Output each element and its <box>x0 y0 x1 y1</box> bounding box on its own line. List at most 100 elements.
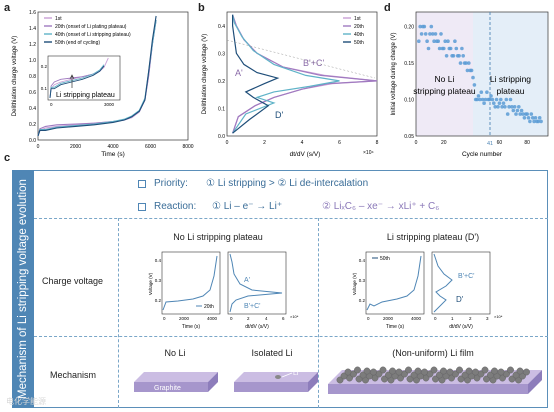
panel-b-ytick: 0.0 <box>218 134 225 140</box>
panel-b-xtick: 0 <box>226 140 229 146</box>
mini-right-voltage-curve <box>366 255 422 311</box>
panel-d-point <box>514 112 518 116</box>
panel-a-xtick: 6000 <box>145 144 156 150</box>
panel-d-point <box>471 75 475 80</box>
isolated-li-particle <box>275 375 281 379</box>
right-region-label-1: Li stripping <box>490 74 531 84</box>
panel-b-ytick: 0.3 <box>218 51 225 57</box>
mini-right-xtick1-1: 2000 <box>383 316 394 321</box>
li-film-particle <box>523 368 530 376</box>
panel-d-point <box>482 101 486 105</box>
mini-right-ytick-2: 0.4 <box>359 258 366 263</box>
panel-d-point <box>483 97 488 102</box>
li-film-particle <box>421 368 428 376</box>
panel-d-point <box>448 46 453 51</box>
annotation-a-prime: A' <box>235 68 243 78</box>
panel-d-point <box>522 116 527 120</box>
panel-d-point <box>526 116 531 120</box>
panel-d-point <box>457 54 461 58</box>
panel-d-point <box>437 46 442 51</box>
panel-b-legend-entry: 40th <box>354 32 364 38</box>
panel-d-point <box>451 54 456 58</box>
panel-d-point <box>525 112 529 116</box>
panel-d-point <box>517 105 521 109</box>
panel-d-point <box>511 108 516 113</box>
panel-d-point <box>533 116 538 120</box>
li-film-particle <box>440 367 447 375</box>
panel-d-point <box>478 97 482 102</box>
mech-label-isolated: Isolated Li <box>251 348 293 358</box>
panel-d-xtick: 80 <box>524 140 530 146</box>
panel-d-ytick: 0.20 <box>404 25 414 31</box>
panel-d-point <box>510 105 514 109</box>
panel-d-point <box>460 46 464 51</box>
panel-d-point <box>494 97 499 102</box>
panel-a-xlabel: Time (s) <box>101 151 125 158</box>
mini-right-xlabel1: Time (s) <box>386 324 404 330</box>
priority-text: ① Li stripping > ② Li de-intercalation <box>206 178 369 189</box>
inset-xtick-0: 0 <box>50 102 53 107</box>
panel-d-point <box>432 39 436 43</box>
panel-d-point <box>537 116 542 120</box>
panel-d-point <box>444 54 449 58</box>
li-film-particle <box>507 366 514 374</box>
mini-chart-left: Voltage (V) 0.2 0.3 0.4 0 2000 4000 Time… <box>148 251 299 330</box>
li-film-particle <box>491 367 498 375</box>
panel-b-xtick: 4 <box>301 140 304 146</box>
col-header-right: Li stripping plateau (D') <box>386 232 480 242</box>
li-film-particle <box>370 368 377 376</box>
panel-a-inset-series <box>49 64 105 99</box>
mini-right-ann-d: D' <box>456 295 464 304</box>
panel-d-point <box>503 105 507 109</box>
panel-d-ytick: 0.05 <box>404 134 414 140</box>
inset-label: Li stripping plateau <box>56 92 115 99</box>
side-title: Mechanism of Li stripping voltage evolut… <box>17 179 29 399</box>
mini-left-xlabel1: Time (s) <box>182 324 200 330</box>
panel-a-ytick: 0.6 <box>29 90 36 96</box>
mini-right-xtick2-0: 0 <box>434 316 437 321</box>
panel-d-point <box>446 39 450 43</box>
panel-d-point <box>458 61 463 65</box>
stripping-region <box>472 12 548 136</box>
panel-d-point <box>505 112 510 116</box>
mini-right-xlabel2: dt/dV (s/V) <box>449 324 473 330</box>
mini-left-xtick2-2: 4 <box>265 316 268 321</box>
panel-d-point <box>475 97 479 102</box>
graphite-label: Graphite <box>154 385 181 392</box>
side-band <box>12 170 34 408</box>
inset-xtick-1: 3000 <box>104 102 115 107</box>
graphite-slab-3 <box>328 366 542 394</box>
panel-d-point <box>428 32 432 36</box>
panel-a-legend-entry: 40th (onset of Li stripping plateau) <box>55 32 131 38</box>
b-guide-line <box>226 39 376 79</box>
mini-left-xtick2-1: 2 <box>247 316 250 321</box>
panel-b-xtick: 6 <box>338 140 341 146</box>
panel-d-xtick: 20 <box>441 140 447 146</box>
reaction-2: ② LiₓC₆ – xe⁻ → xLi⁺ + C₆ <box>322 201 440 212</box>
panel-d-point <box>479 90 484 94</box>
panel-d-point <box>501 101 506 105</box>
panel-a-ytick: 0.0 <box>29 138 36 144</box>
panel-d-point <box>429 24 434 29</box>
mini-left-voltage-curve <box>162 255 218 311</box>
panel-d-chart: 0.05 0.10 0.15 0.20 0 20 60 80 41 Initial volt… <box>391 11 549 158</box>
panel-d-xlabel: Cycle number <box>462 151 503 158</box>
panel-b-legend-entry: 50th <box>354 40 364 46</box>
reaction-1: ① Li – e⁻ → Li⁺ <box>212 201 283 212</box>
reaction-bullet <box>138 203 146 211</box>
grid-col-1 <box>118 218 119 408</box>
mini-right-xtick2-1: 1 <box>451 316 454 321</box>
panel-a-legend-entry: 20th (onset of Li plating plateau) <box>55 24 127 30</box>
li-film-particle <box>446 368 454 376</box>
li-film-particle <box>354 366 361 374</box>
panel-d-point <box>500 105 504 109</box>
panel-a-ytick: 0.2 <box>29 122 36 128</box>
mini-right-xtick1-2: 4000 <box>411 316 422 321</box>
panel-d-ytick: 0.15 <box>404 61 414 67</box>
graphite-slab-2: Li <box>234 370 318 392</box>
reaction-label: Reaction: <box>154 201 197 212</box>
panel-d-point <box>539 119 543 124</box>
li-film-particle <box>405 366 412 374</box>
mini-left-exp: ×10⁴ <box>290 314 299 319</box>
panel-d-point <box>469 68 474 73</box>
